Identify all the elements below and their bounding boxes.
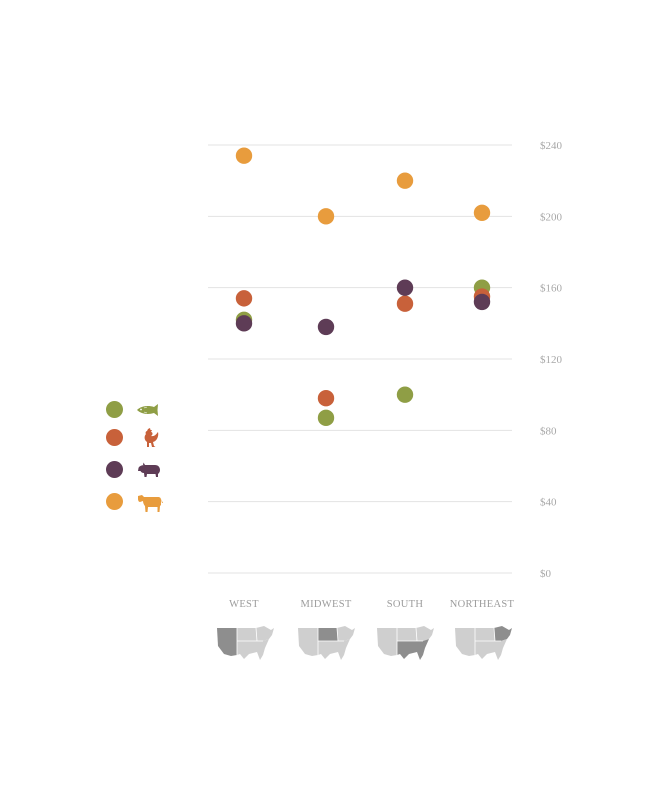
legend-item-fish (104, 398, 184, 422)
x-category-label: SOUTH (387, 599, 424, 610)
y-tick-label: $40 (540, 497, 557, 509)
y-axis-ticks: $0 $40 $80 $120 $160 $200 $240 (540, 140, 563, 580)
data-points (235, 147, 491, 427)
legend-swatch (106, 429, 123, 446)
x-category-label: NORTHEAST (450, 599, 515, 610)
us-map-northeast-highlight-icon (455, 626, 512, 660)
legend-item-chicken (104, 426, 184, 450)
cow-point-south (396, 172, 414, 189)
chicken-point-west (235, 290, 253, 307)
legend (104, 398, 184, 518)
us-map-west-highlight-icon (217, 626, 274, 660)
us-map-south-highlight-icon (377, 626, 434, 660)
y-tick-label: $80 (540, 425, 557, 437)
legend-swatch (106, 461, 123, 478)
legend-swatch (106, 401, 123, 418)
legend-item-pig (104, 458, 184, 482)
x-axis-categories: WEST MIDWEST SOUTH NORTHEAST (229, 599, 514, 610)
legend-item-cow (104, 490, 184, 514)
cow-point-west (235, 147, 253, 164)
fish-point-midwest (317, 409, 335, 427)
fish-point-south (396, 386, 414, 403)
y-tick-label: $120 (540, 354, 563, 366)
chicken-icon (144, 428, 159, 447)
grid-lines (208, 144, 512, 574)
y-tick-label: $0 (540, 568, 552, 580)
fish-icon (137, 404, 158, 416)
us-map-midwest-highlight-icon (298, 626, 355, 660)
cow-point-midwest (317, 208, 335, 225)
legend-swatch (106, 493, 123, 510)
y-tick-label: $200 (540, 211, 563, 223)
x-category-label: WEST (229, 599, 259, 610)
x-category-label: MIDWEST (300, 599, 351, 610)
y-tick-label: $240 (540, 140, 563, 152)
chicken-point-midwest (317, 390, 335, 407)
pig-point-south (396, 279, 414, 296)
pig-point-northeast (473, 293, 491, 311)
y-tick-label: $160 (540, 283, 563, 295)
pig-point-midwest (317, 318, 335, 336)
chicken-point-south (396, 295, 414, 312)
pig-point-west (235, 315, 253, 332)
cow-icon (138, 495, 163, 512)
cow-point-northeast (473, 204, 491, 221)
pig-icon (138, 462, 160, 477)
